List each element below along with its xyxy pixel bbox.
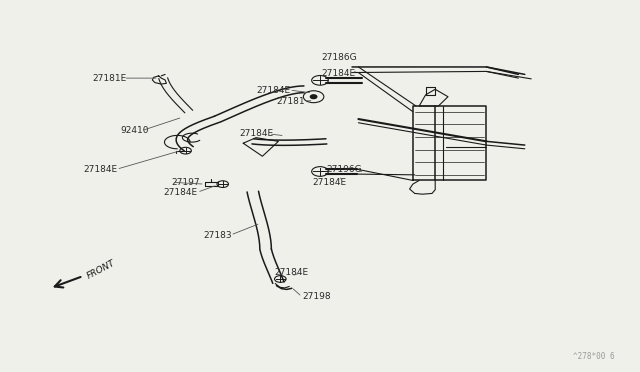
Text: 27183: 27183	[204, 231, 232, 240]
Circle shape	[310, 95, 317, 99]
Text: 27184E: 27184E	[312, 178, 346, 187]
Text: 27197: 27197	[172, 178, 200, 187]
Text: 27181E: 27181E	[93, 74, 127, 83]
Text: 27198: 27198	[302, 292, 331, 301]
Text: 27196G: 27196G	[326, 165, 362, 174]
Text: 27184E: 27184E	[83, 165, 117, 174]
Text: 92410: 92410	[120, 126, 149, 135]
Text: FRONT: FRONT	[86, 259, 117, 281]
Text: 27184E: 27184E	[239, 129, 273, 138]
Text: ^278*00 6: ^278*00 6	[573, 352, 614, 361]
Text: 27184E: 27184E	[163, 188, 197, 197]
Text: 27181: 27181	[276, 97, 305, 106]
Text: 27186G: 27186G	[321, 53, 357, 62]
Text: 27184E: 27184E	[274, 268, 308, 277]
Text: 27184E: 27184E	[256, 86, 290, 94]
Text: 27184E: 27184E	[321, 69, 355, 78]
